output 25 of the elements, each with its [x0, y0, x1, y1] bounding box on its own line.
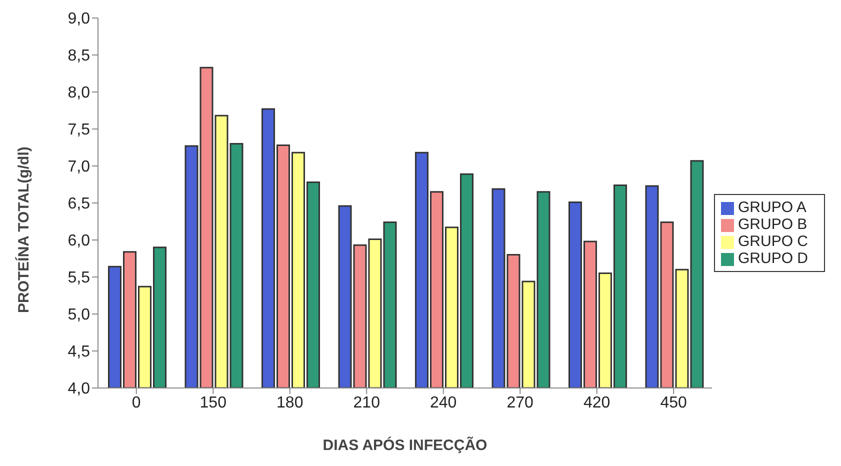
legend-label: GRUPO A [738, 199, 806, 216]
legend-label: GRUPO B [738, 216, 808, 233]
x-tick-label: 420 [584, 394, 610, 412]
x-tick-label: 210 [353, 394, 380, 412]
y-tick-label: 7,5 [68, 122, 90, 139]
y-tick-label: 8,0 [68, 84, 90, 102]
legend-label: GRUPO D [738, 250, 808, 267]
x-tick-label: 240 [430, 394, 457, 412]
x-tick-label: 270 [506, 394, 534, 412]
y-tick-label: 6,0 [68, 232, 90, 250]
x-tick-label: 450 [660, 394, 688, 412]
y-tick-label: 5,5 [68, 270, 90, 287]
legend-label: GRUPO C [738, 233, 808, 250]
x-tick-label: 150 [200, 394, 227, 412]
y-tick-label: 4,0 [68, 380, 90, 398]
y-tick-label: 4,5 [68, 344, 90, 361]
y-tick-label: 5,0 [68, 306, 90, 324]
y-axis-title: PROTEÍNA TOTAL(g/dl) [14, 146, 32, 313]
y-tick-label: 8,5 [68, 48, 90, 65]
x-axis-title: DIAS APÓS INFECÇÃO [322, 436, 488, 454]
x-tick-label: 0 [132, 394, 141, 412]
y-tick-label: 9,0 [68, 10, 90, 28]
y-tick-label: 7,0 [68, 158, 90, 176]
x-tick-label: 180 [276, 394, 304, 412]
y-tick-label: 6,5 [68, 196, 90, 213]
